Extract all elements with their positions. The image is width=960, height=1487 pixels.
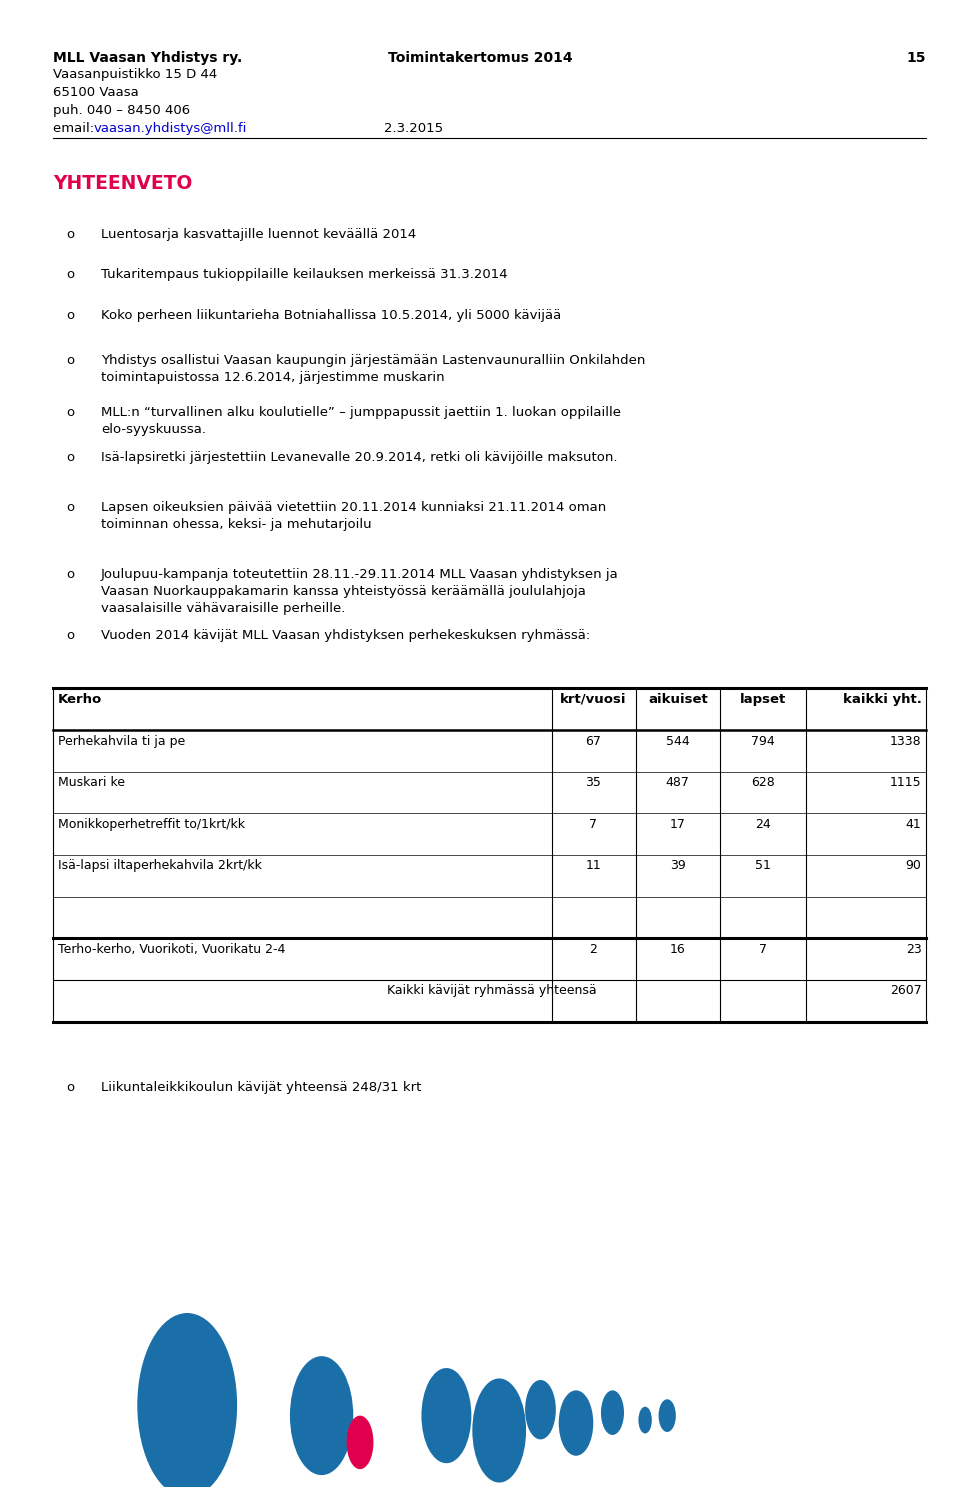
Text: 67: 67 [586, 735, 601, 748]
Text: 17: 17 [670, 818, 685, 831]
Text: Liikuntaleikkikoulun kävijät yhteensä 248/31 krt: Liikuntaleikkikoulun kävijät yhteensä 24… [101, 1081, 421, 1094]
Text: Vaasanpuistikko 15 D 44: Vaasanpuistikko 15 D 44 [53, 68, 217, 82]
Ellipse shape [137, 1313, 237, 1487]
Text: 41: 41 [906, 818, 922, 831]
Text: Kerho: Kerho [58, 693, 102, 706]
Text: 2: 2 [589, 943, 597, 956]
Text: Lapsen oikeuksien päivää vietettiin 20.11.2014 kunniaksi 21.11.2014 oman
toiminn: Lapsen oikeuksien päivää vietettiin 20.1… [101, 501, 606, 531]
Text: Terho-kerho, Vuorikoti, Vuorikatu 2-4: Terho-kerho, Vuorikoti, Vuorikatu 2-4 [58, 943, 285, 956]
Text: o: o [66, 268, 74, 281]
Text: 1115: 1115 [890, 776, 922, 790]
Text: 7: 7 [759, 943, 767, 956]
Ellipse shape [421, 1368, 471, 1463]
Text: Luentosarja kasvattajille luennot keväällä 2014: Luentosarja kasvattajille luennot kevääl… [101, 228, 416, 241]
Text: YHTEENVETO: YHTEENVETO [53, 174, 192, 193]
Ellipse shape [659, 1399, 676, 1432]
Text: 487: 487 [666, 776, 689, 790]
Text: 15: 15 [907, 51, 926, 64]
Text: 794: 794 [752, 735, 775, 748]
Text: o: o [66, 629, 74, 642]
Ellipse shape [559, 1390, 593, 1456]
Text: 90: 90 [905, 859, 922, 873]
Text: Isä-lapsiretki järjestettiin Levanevalle 20.9.2014, retki oli kävijöille maksuto: Isä-lapsiretki järjestettiin Levanevalle… [101, 451, 617, 464]
Text: 2.3.2015: 2.3.2015 [384, 122, 444, 135]
Text: Toimintakertomus 2014: Toimintakertomus 2014 [388, 51, 572, 64]
Text: 1338: 1338 [890, 735, 922, 748]
Text: Perhekahvila ti ja pe: Perhekahvila ti ja pe [58, 735, 185, 748]
Text: 39: 39 [670, 859, 685, 873]
Text: o: o [66, 228, 74, 241]
Text: 65100 Vaasa: 65100 Vaasa [53, 86, 138, 100]
Ellipse shape [347, 1416, 373, 1469]
Text: 7: 7 [589, 818, 597, 831]
Text: o: o [66, 1081, 74, 1094]
Text: aikuiset: aikuiset [648, 693, 708, 706]
Text: o: o [66, 354, 74, 367]
Text: vaasan.yhdistys@mll.fi: vaasan.yhdistys@mll.fi [94, 122, 248, 135]
Text: email:: email: [53, 122, 98, 135]
Ellipse shape [638, 1407, 652, 1433]
Text: o: o [66, 568, 74, 581]
Text: 628: 628 [752, 776, 775, 790]
Text: 11: 11 [586, 859, 601, 873]
Text: Isä-lapsi iltaperhekahvila 2krt/kk: Isä-lapsi iltaperhekahvila 2krt/kk [58, 859, 261, 873]
Text: 35: 35 [586, 776, 601, 790]
Text: 16: 16 [670, 943, 685, 956]
Text: krt/vuosi: krt/vuosi [560, 693, 627, 706]
Text: lapset: lapset [740, 693, 786, 706]
Ellipse shape [525, 1380, 556, 1439]
Ellipse shape [290, 1356, 353, 1475]
Text: o: o [66, 406, 74, 419]
Text: kaikki yht.: kaikki yht. [843, 693, 922, 706]
Text: Kaikki kävijät ryhmässä yhteensä: Kaikki kävijät ryhmässä yhteensä [388, 984, 597, 998]
Text: Yhdistys osallistui Vaasan kaupungin järjestämään Lastenvaunuralliin Onkilahden
: Yhdistys osallistui Vaasan kaupungin jär… [101, 354, 645, 384]
Text: Vuoden 2014 kävijät MLL Vaasan yhdistyksen perhekeskuksen ryhmässä:: Vuoden 2014 kävijät MLL Vaasan yhdistyks… [101, 629, 590, 642]
Ellipse shape [472, 1378, 526, 1483]
Text: Monikkoperhetreffit to/1krt/kk: Monikkoperhetreffit to/1krt/kk [58, 818, 245, 831]
Text: 2607: 2607 [890, 984, 922, 998]
Ellipse shape [601, 1390, 624, 1435]
Text: Muskari ke: Muskari ke [58, 776, 125, 790]
Text: o: o [66, 501, 74, 515]
Text: MLL:n “turvallinen alku koulutielle” – jumppapussit jaettiin 1. luokan oppilaill: MLL:n “turvallinen alku koulutielle” – j… [101, 406, 621, 436]
Text: 24: 24 [756, 818, 771, 831]
Text: Tukaritempaus tukioppilaille keilauksen merkeissä 31.3.2014: Tukaritempaus tukioppilaille keilauksen … [101, 268, 508, 281]
Text: Joulupuu-kampanja toteutettiin 28.11.-29.11.2014 MLL Vaasan yhdistyksen ja
Vaasa: Joulupuu-kampanja toteutettiin 28.11.-29… [101, 568, 618, 616]
Text: o: o [66, 309, 74, 323]
Text: o: o [66, 451, 74, 464]
Text: MLL Vaasan Yhdistys ry.: MLL Vaasan Yhdistys ry. [53, 51, 242, 64]
Text: puh. 040 – 8450 406: puh. 040 – 8450 406 [53, 104, 190, 117]
Text: 51: 51 [756, 859, 771, 873]
Text: 544: 544 [666, 735, 689, 748]
Text: Koko perheen liikuntarieha Botniahallissa 10.5.2014, yli 5000 kävijää: Koko perheen liikuntarieha Botniahalliss… [101, 309, 561, 323]
Text: 23: 23 [906, 943, 922, 956]
